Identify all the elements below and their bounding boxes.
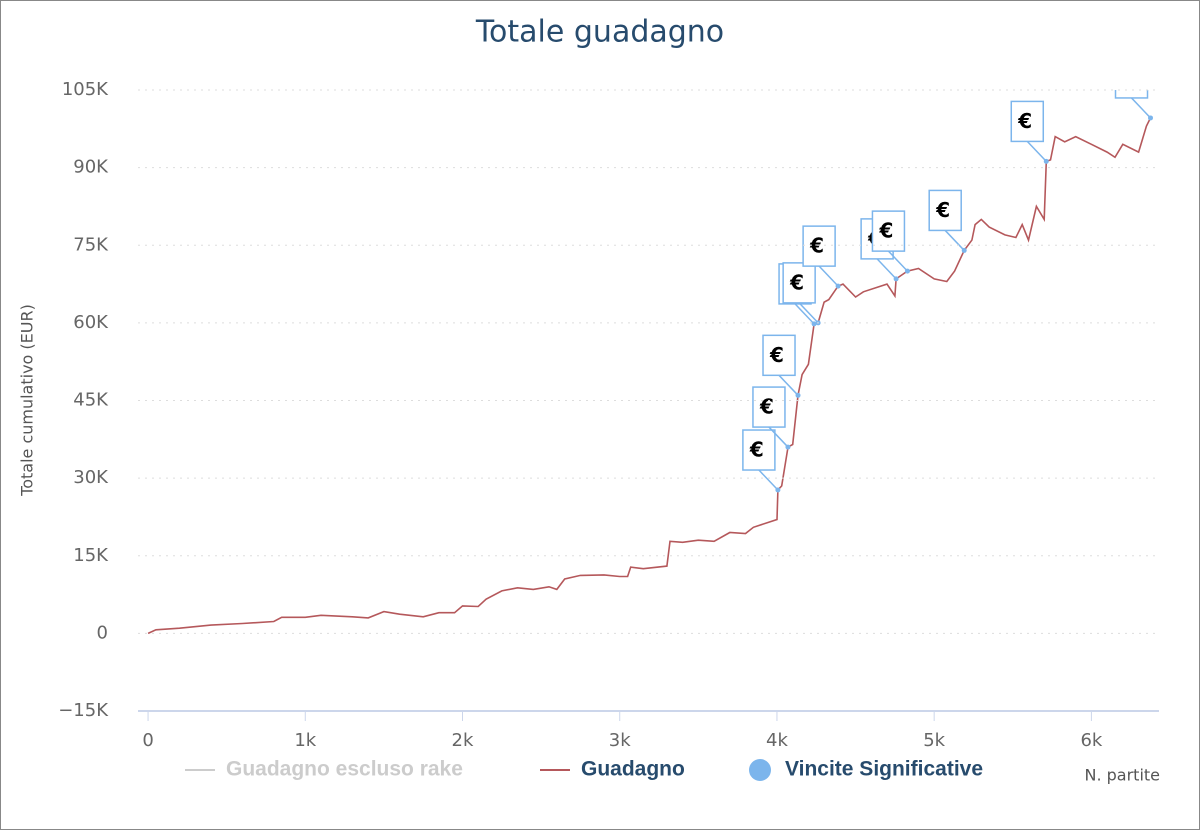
flag-connector	[794, 303, 815, 325]
flag-connector	[944, 229, 965, 251]
flag-title: €	[935, 198, 950, 222]
flag-point	[961, 247, 967, 253]
x-tick-label: 0	[142, 730, 153, 751]
y-tick-label: 105K	[62, 79, 109, 100]
flag-title: €	[789, 270, 804, 294]
flag-box	[1010, 100, 1045, 143]
flag-box	[871, 210, 906, 252]
flag-box	[752, 386, 786, 428]
y-tick-label: 15K	[73, 545, 109, 566]
flag-connector	[798, 302, 819, 324]
flag-connector	[1026, 140, 1047, 162]
flag-point	[835, 283, 841, 289]
flag-point	[893, 276, 899, 282]
flag-title: €	[878, 219, 893, 243]
flag-title: €	[759, 395, 774, 419]
flag-box	[742, 429, 776, 471]
flag-connector	[778, 374, 799, 396]
flag-point	[811, 321, 817, 327]
x-tick-label: 1k	[294, 730, 316, 751]
flag-point	[904, 268, 910, 274]
flag-connector	[758, 469, 779, 491]
flag-box	[762, 334, 796, 377]
legend-label[interactable]: Guadagno	[581, 758, 685, 781]
legend-symbol	[749, 759, 771, 781]
y-tick-label: 60K	[73, 312, 109, 333]
flag-title: €	[769, 343, 784, 367]
y-tick-label: 0	[97, 622, 108, 643]
flag-connector	[1130, 97, 1152, 119]
flag-box	[1114, 90, 1149, 99]
x-tick-label: 2k	[452, 730, 474, 751]
flag-point	[785, 444, 791, 450]
plot-area: €€€€€€€€€€€	[147, 90, 1154, 635]
flag-title: €	[1017, 109, 1032, 133]
flag-point	[1148, 115, 1154, 121]
x-tick-label: 5k	[923, 730, 945, 751]
flag-box	[928, 189, 962, 232]
flag-point	[775, 487, 781, 493]
x-tick-label: 3k	[609, 730, 631, 751]
legend-label[interactable]: Vincite Significative	[785, 758, 983, 781]
flag-point	[795, 392, 801, 398]
y-tick-label: 30K	[73, 467, 109, 488]
y-tick-label: 90K	[73, 157, 109, 178]
legend-label[interactable]: Guadagno escluso rake	[226, 758, 463, 781]
y-tick-label: 45K	[73, 390, 109, 411]
flag-connector	[887, 250, 908, 272]
flag-connector	[768, 426, 789, 448]
y-tick-label: 75K	[73, 234, 109, 255]
y-tick-label: −15K	[58, 700, 109, 721]
x-tick-label: 6k	[1080, 730, 1102, 751]
flag-point	[1043, 158, 1049, 164]
x-tick-label: 4k	[766, 730, 788, 751]
flag-title: €	[809, 234, 824, 258]
x-axis-title: N. partite	[1084, 766, 1160, 785]
y-axis-title: Totale cumulativo (EUR)	[18, 304, 37, 497]
chart-title: Totale guadagno	[475, 15, 724, 50]
flag-box	[782, 262, 816, 304]
flag-connector	[818, 265, 839, 287]
flag-title: €	[749, 438, 764, 462]
flag-box	[802, 225, 836, 267]
flag-connector	[876, 258, 897, 280]
